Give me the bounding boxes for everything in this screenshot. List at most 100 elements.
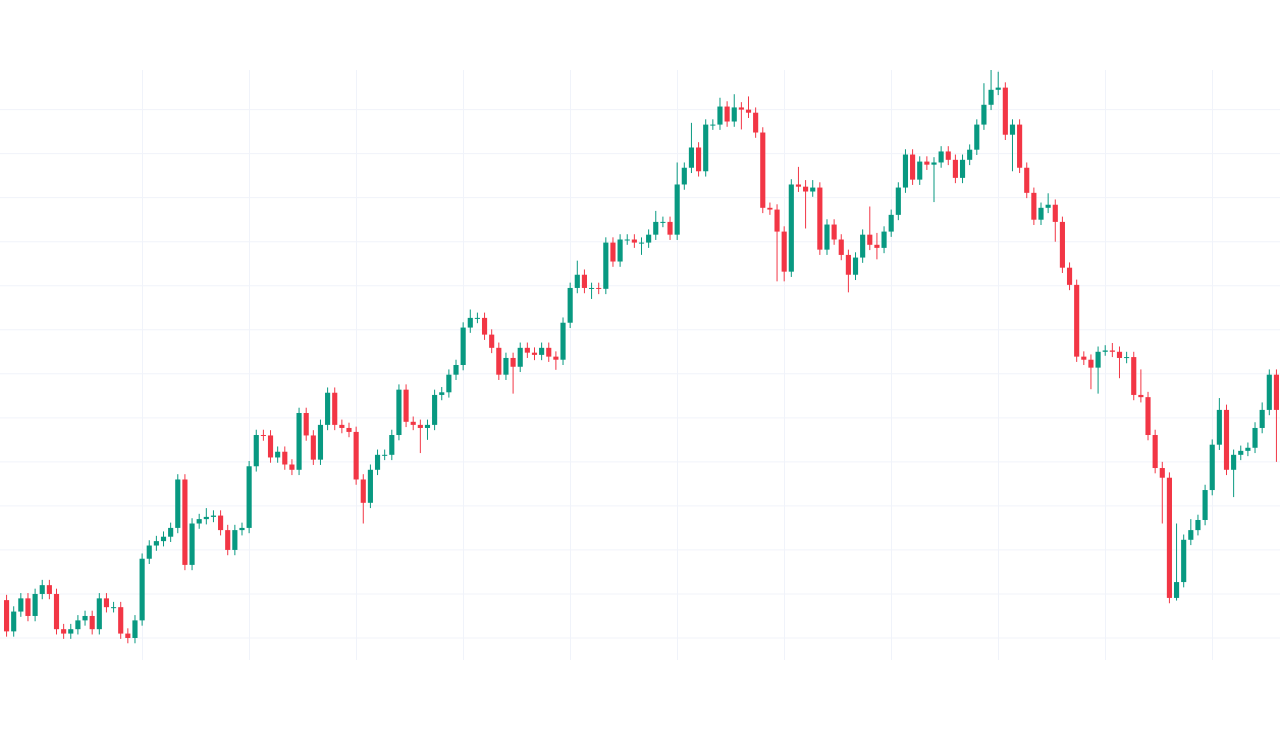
candle-body: [246, 466, 252, 528]
candle-body: [96, 598, 102, 630]
candle-body: [125, 633, 131, 638]
candle-body: [1038, 207, 1044, 220]
candle-body: [831, 224, 837, 240]
candle-body: [1238, 450, 1244, 455]
candle-body: [674, 184, 680, 235]
candle-body: [781, 231, 787, 272]
candle-body: [760, 132, 766, 208]
candle-body: [1252, 427, 1258, 448]
candle-body: [68, 629, 74, 634]
candle-body: [289, 464, 295, 470]
candle-body: [553, 356, 559, 360]
candle-body: [218, 515, 224, 531]
candle-body: [160, 536, 167, 542]
candle-body: [1223, 409, 1230, 470]
candle-body: [489, 334, 495, 348]
candle-body: [1216, 409, 1222, 445]
candle-body: [332, 392, 338, 425]
candle-body: [446, 374, 452, 393]
candle-body: [189, 523, 195, 565]
candle-body: [1195, 519, 1201, 531]
candle-body: [517, 347, 523, 367]
candle-body: [952, 159, 958, 178]
candle-body: [267, 435, 274, 458]
candle-body: [731, 107, 737, 122]
grid: [0, 70, 1280, 660]
candle-body: [910, 154, 916, 180]
candle-body: [339, 424, 345, 428]
candle-body: [610, 242, 616, 262]
candle-body: [688, 147, 695, 168]
candle-body: [374, 454, 381, 470]
candle-body: [1017, 124, 1023, 168]
candle-body: [1109, 350, 1115, 352]
candle-body: [810, 187, 816, 192]
candle-body: [89, 615, 95, 630]
candle-body: [660, 221, 666, 223]
candle-body: [439, 392, 445, 395]
candle-body: [895, 187, 901, 215]
candle-body: [360, 479, 366, 503]
candle-body: [453, 365, 459, 375]
candle-body: [39, 585, 45, 594]
candle-body: [596, 287, 602, 289]
candle-body: [1074, 284, 1080, 357]
candle-body: [539, 347, 545, 355]
candle-body: [824, 224, 830, 250]
candle-body: [239, 527, 245, 531]
candle-body: [3, 600, 10, 632]
candle-body: [803, 186, 809, 192]
candle-body: [1231, 454, 1237, 470]
candle-body: [945, 151, 951, 160]
candle-body: [1181, 539, 1187, 583]
candle-body: [1145, 397, 1151, 436]
candle-body: [432, 394, 438, 425]
candle-body: [681, 167, 687, 185]
candle-body: [959, 159, 966, 178]
candle-body: [481, 317, 488, 335]
candle-body: [638, 242, 645, 244]
candle-body: [617, 239, 623, 262]
candle-body: [967, 149, 973, 160]
candle-body: [510, 357, 516, 367]
candle-body: [146, 545, 152, 559]
candle-body: [1188, 530, 1194, 540]
candle-body: [774, 209, 780, 232]
candle-body: [1259, 409, 1265, 428]
candle-body: [1102, 350, 1108, 352]
candle-body: [902, 154, 909, 188]
candle-body: [282, 451, 288, 465]
candle-body: [852, 257, 859, 275]
candle-body: [82, 615, 88, 621]
candle-body: [1002, 87, 1008, 135]
candle-body: [410, 421, 416, 425]
candle-body: [118, 607, 124, 634]
candle-body: [1124, 357, 1130, 359]
candle-body: [1024, 167, 1030, 193]
candle-body: [275, 451, 281, 458]
candle-body: [860, 234, 866, 258]
candle-body: [696, 147, 702, 172]
candle-body: [845, 254, 851, 275]
candle-body: [938, 151, 944, 163]
candle-body: [653, 221, 659, 235]
candle-body: [75, 620, 81, 630]
candle-body: [253, 435, 259, 467]
candle-body: [795, 184, 802, 187]
candle-body: [496, 347, 502, 375]
candle-body: [817, 187, 823, 250]
candle-body: [260, 435, 266, 437]
candle-body: [931, 162, 937, 165]
candle-body: [1166, 477, 1172, 598]
candle-body: [1173, 582, 1180, 598]
candle-body: [874, 244, 880, 248]
candle-body: [838, 239, 844, 255]
candle-body: [353, 431, 359, 480]
candle-body: [111, 607, 117, 609]
candle-body: [924, 161, 930, 165]
candle-body: [61, 629, 67, 634]
candle-body: [53, 593, 60, 630]
